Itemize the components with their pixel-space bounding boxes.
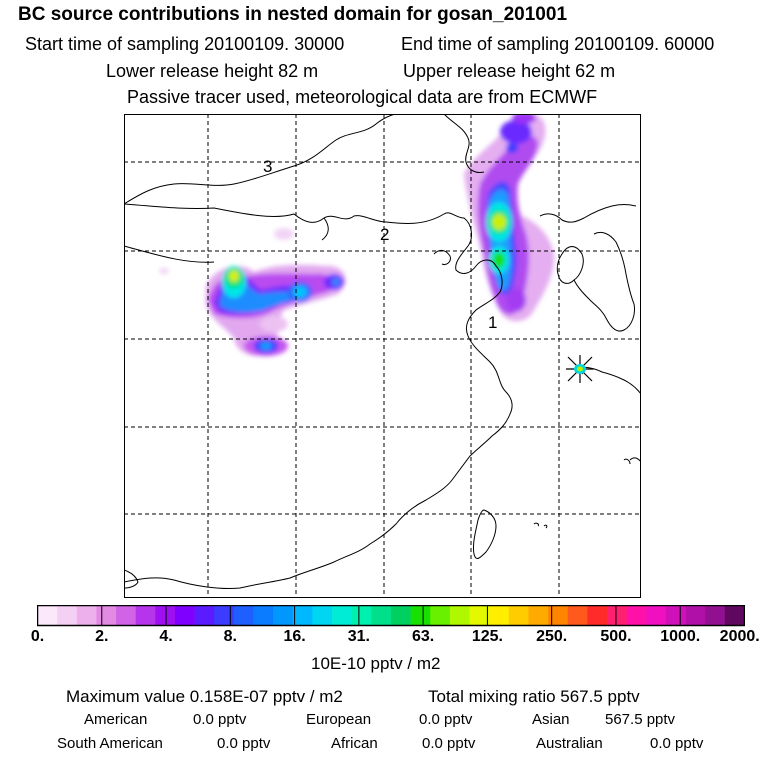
colorbar-cell	[57, 605, 78, 626]
colorbar-cell	[233, 605, 254, 626]
colorbar-cell	[548, 605, 569, 626]
colorbar-cell	[135, 605, 156, 626]
colorbar-cell	[665, 605, 686, 626]
concentration-plume	[159, 114, 555, 356]
colorbar-cell	[724, 605, 745, 626]
contrib-value-asian: 567.5 pptv	[605, 711, 676, 728]
contrib-value-american: 0.0 pptv	[193, 711, 247, 728]
colorbar-border	[37, 605, 745, 627]
contrib-value-european: 0.0 pptv	[419, 711, 473, 728]
colorbar-cell	[705, 605, 726, 626]
colorbar-tick: 125.	[471, 628, 503, 645]
colorbar-tick: 4.	[159, 628, 173, 645]
contrib-label-south-american: South American	[57, 735, 163, 752]
coastlines	[124, 114, 641, 589]
source-contribution-map: 3 2 1	[124, 114, 641, 598]
contrib-value-south-american: 0.0 pptv	[217, 735, 271, 752]
colorbar-cell	[391, 605, 411, 626]
colorbar-tick: 2000.	[719, 628, 760, 645]
tracer-note: Passive tracer used, meteorological data…	[127, 87, 598, 107]
total-mixing-ratio: Total mixing ratio 567.5 pptv	[428, 687, 640, 706]
colorbar-tick: 8.	[223, 628, 237, 645]
colorbar	[37, 605, 745, 627]
colorbar-cell	[371, 605, 392, 626]
colorbar-cell	[508, 605, 529, 626]
region-label-3: 3	[263, 157, 272, 176]
colorbar-cell	[587, 605, 608, 626]
colorbar-tick: 31.	[347, 628, 370, 645]
colorbar-cell	[449, 605, 470, 626]
colorbar-cell	[116, 605, 136, 626]
colorbar-cell	[214, 605, 235, 626]
colorbar-tick: 63.	[412, 628, 435, 645]
colorbar-cell	[646, 605, 667, 626]
colorbar-cell	[685, 605, 706, 626]
receptor-star-icon	[566, 355, 594, 383]
contrib-value-african: 0.0 pptv	[422, 735, 476, 752]
colorbar-cell	[37, 605, 58, 626]
colorbar-tick: 1000.	[660, 628, 701, 645]
colorbar-cell	[273, 605, 294, 626]
colorbar-cell	[76, 605, 97, 626]
colorbar-tick: 0.	[30, 628, 45, 645]
lat-lon-grid	[124, 114, 641, 598]
contrib-label-australian: Australian	[536, 735, 603, 752]
colorbar-cell	[607, 605, 627, 626]
colorbar-cell	[567, 605, 588, 626]
lower-release-height: Lower release height 82 m	[106, 61, 319, 81]
colorbar-tick: 500.	[600, 628, 632, 645]
colorbar-unit: 10E-10 pptv / m2	[311, 654, 441, 673]
colorbar-cell	[96, 605, 117, 626]
colorbar-cell	[194, 605, 215, 626]
upper-release-height: Upper release height 62 m	[403, 61, 616, 81]
colorbar-cell	[155, 605, 176, 626]
colorbar-cell	[469, 605, 490, 626]
colorbar-cell	[410, 605, 431, 626]
colorbar-tick: 16.	[283, 628, 306, 645]
colorbar-tick: 2.	[95, 628, 109, 645]
region-label-1: 1	[488, 313, 497, 332]
contrib-label-asian: Asian	[532, 711, 570, 728]
colorbar-cell	[292, 605, 313, 626]
end-time-label: End time of sampling 20100109. 60000	[401, 34, 715, 54]
contrib-label-african: African	[331, 735, 378, 752]
colorbar-cell	[528, 605, 549, 626]
colorbar-cell	[174, 605, 195, 626]
colorbar-cell	[312, 605, 333, 626]
colorbar-cell	[332, 605, 353, 626]
colorbar-cell	[351, 605, 372, 626]
contrib-label-european: European	[306, 711, 372, 728]
map-border	[124, 114, 641, 598]
colorbar-cell	[626, 605, 647, 626]
colorbar-cell	[430, 605, 451, 626]
start-time-label: Start time of sampling 20100109. 30000	[25, 34, 345, 54]
contrib-value-australian: 0.0 pptv	[650, 735, 704, 752]
colorbar-cell	[253, 605, 274, 626]
contrib-label-american: American	[84, 711, 148, 728]
colorbar-cell	[489, 605, 510, 626]
colorbar-cells	[37, 605, 745, 626]
maximum-value: Maximum value 0.158E-07 pptv / m2	[66, 687, 343, 706]
colorbar-tick: 250.	[536, 628, 568, 645]
map-title: BC source contributions in nested domain…	[18, 4, 568, 25]
region-label-2: 2	[380, 225, 389, 244]
map-background	[124, 114, 641, 598]
